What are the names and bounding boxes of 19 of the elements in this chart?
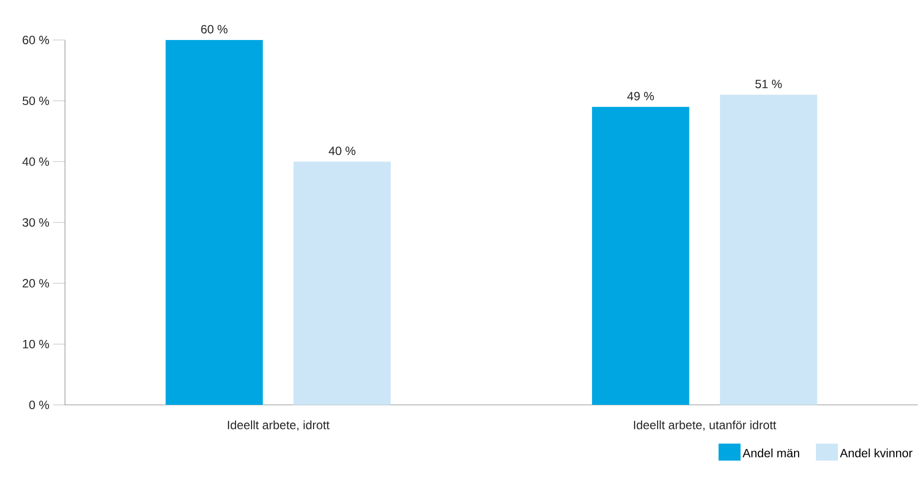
y-tick-label: 60 % (22, 36, 50, 44)
y-tick-label: 40 % (22, 157, 50, 166)
y-tick-label: 0 % (29, 400, 50, 410)
data-label: 49 % (627, 92, 654, 100)
y-tick-label: 30 % (22, 218, 50, 227)
data-label: 40 % (328, 146, 356, 156)
bar (592, 106, 690, 405)
bar (720, 94, 818, 405)
legend-label: Andel män (742, 448, 800, 458)
x-tick-label: Ideellt arbete, idrott (228, 420, 330, 431)
bar (294, 162, 391, 405)
y-tick-label: 50 % (22, 96, 50, 106)
x-tick-label: Ideellt arbete, utanför idrott (634, 420, 776, 431)
legend-label: Andel kvinnor (840, 448, 912, 458)
y-tick-label: 20 % (22, 279, 50, 288)
data-label: 51 % (755, 80, 782, 88)
bar (166, 40, 263, 405)
data-label: 60 % (201, 25, 228, 34)
y-tick-label: 10 % (23, 340, 50, 348)
